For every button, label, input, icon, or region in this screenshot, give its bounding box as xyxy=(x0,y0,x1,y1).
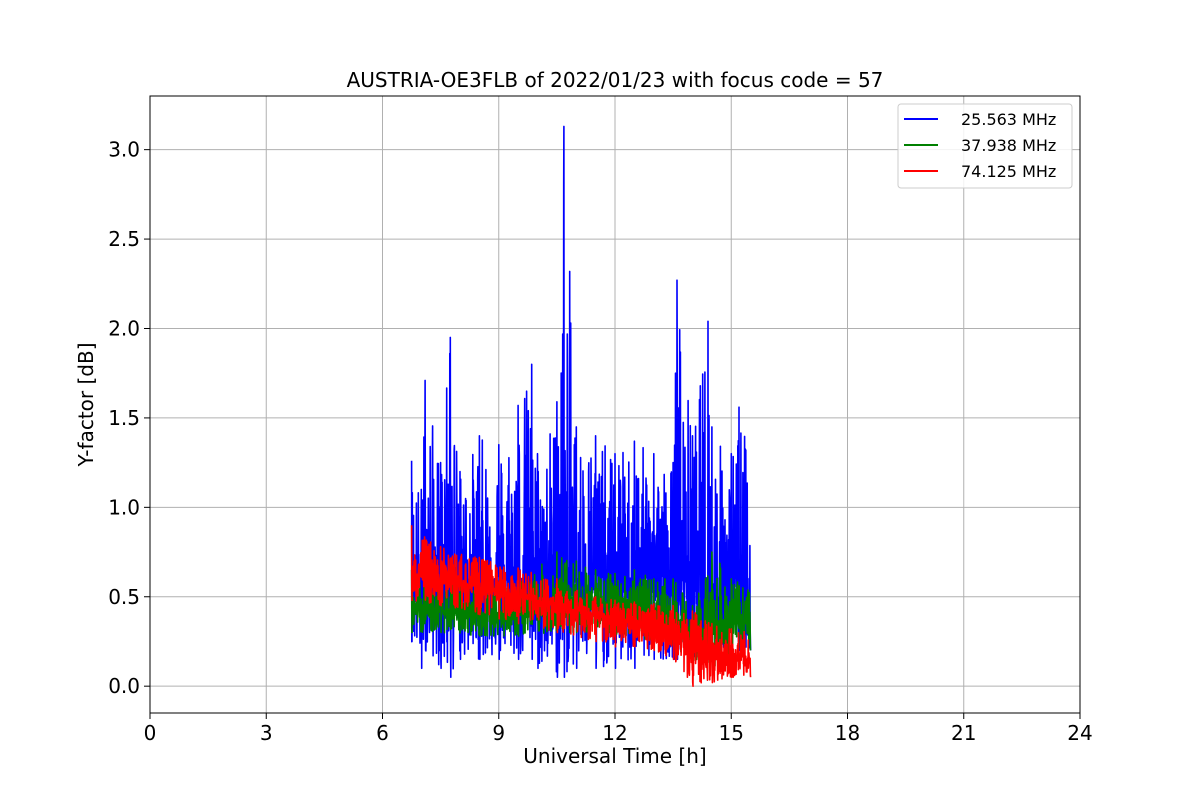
series-line-3 xyxy=(410,525,752,687)
y-tick-label: 1.5 xyxy=(108,406,140,430)
y-tick-label: 0.5 xyxy=(108,585,140,609)
x-tick-label: 21 xyxy=(951,721,976,745)
x-tick-label: 9 xyxy=(492,721,505,745)
legend: 25.563 MHz 37.938 MHz 74.125 MHz xyxy=(897,103,1073,189)
x-tick-label: 12 xyxy=(602,721,627,745)
x-tick-label: 0 xyxy=(144,721,157,745)
y-axis-label: Y-factor [dB] xyxy=(74,342,98,467)
x-tick-label: 18 xyxy=(835,721,860,745)
y-tick-label: 2.5 xyxy=(108,227,140,251)
x-tick-label: 6 xyxy=(376,721,389,745)
tick-layer: 0 3 6 9 12 15 18 21 24 0.0 0.5 1.0 1.5 2.0 2.5 3.0 xyxy=(108,138,1093,745)
legend-box xyxy=(897,103,1073,189)
x-tick-label: 15 xyxy=(719,721,744,745)
x-tick-label: 3 xyxy=(260,721,273,745)
legend-label: 25.563 MHz xyxy=(961,110,1056,129)
y-tick-label: 3.0 xyxy=(108,138,140,162)
y-tick-label: 2.0 xyxy=(108,316,140,340)
x-tick-label: 24 xyxy=(1067,721,1092,745)
series-layer xyxy=(410,125,752,687)
y-tick-label: 0.0 xyxy=(108,674,140,698)
x-axis-label: Universal Time [h] xyxy=(523,744,706,768)
y-tick-label: 1.0 xyxy=(108,495,140,519)
chart-title: AUSTRIA-OE3FLB of 2022/01/23 with focus … xyxy=(347,68,884,92)
legend-label: 74.125 MHz xyxy=(961,162,1056,181)
legend-label: 37.938 MHz xyxy=(961,136,1056,155)
